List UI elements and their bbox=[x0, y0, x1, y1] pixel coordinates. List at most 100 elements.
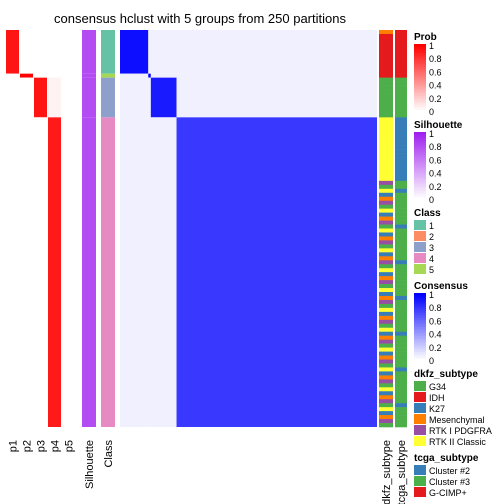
legend-swatch bbox=[414, 242, 426, 252]
prob-cell bbox=[34, 73, 47, 78]
legend-gradient-step bbox=[414, 327, 426, 330]
legend-gradient-step bbox=[414, 46, 426, 50]
dkfz-cell bbox=[379, 172, 393, 178]
legend-gradient-step bbox=[414, 136, 426, 140]
dkfz-cell bbox=[379, 228, 393, 233]
consensus-block bbox=[150, 30, 177, 74]
legend-swatch bbox=[414, 487, 426, 497]
dkfz-cell bbox=[379, 383, 393, 388]
dkfz-cell bbox=[379, 97, 393, 102]
legend-tick-label: 0.6 bbox=[429, 155, 442, 165]
legend-item-label: G34 bbox=[429, 382, 446, 392]
legend-gradient-step bbox=[414, 313, 426, 317]
legend-gradient-step bbox=[414, 338, 426, 342]
legend-gradient-step bbox=[414, 324, 426, 328]
dkfz-cell bbox=[379, 295, 393, 301]
consensus-block bbox=[176, 73, 377, 78]
legend-gradient-step bbox=[414, 84, 426, 88]
legend-gradient-step bbox=[414, 152, 426, 156]
dkfz-cell bbox=[379, 252, 393, 257]
legend-tick-label: 0.4 bbox=[429, 81, 442, 91]
tcga-cell bbox=[395, 307, 407, 313]
dkfz-cell bbox=[379, 129, 393, 134]
dkfz-cell bbox=[379, 69, 393, 74]
class-cell bbox=[101, 117, 115, 427]
tcga-cell bbox=[395, 65, 407, 70]
legend-gradient-step bbox=[414, 89, 426, 93]
legend-tick-label: 0.6 bbox=[429, 67, 442, 77]
tcga-cell bbox=[395, 347, 407, 352]
legend-gradient-step bbox=[414, 71, 426, 74]
dkfz-cell bbox=[379, 93, 393, 98]
prob-cell bbox=[62, 30, 75, 74]
dkfz-cell bbox=[379, 363, 393, 368]
tcga-cell bbox=[395, 212, 407, 217]
tcga-cell bbox=[395, 30, 407, 35]
dkfz-cell bbox=[379, 371, 393, 376]
dkfz-cell bbox=[379, 161, 393, 166]
consensus-block bbox=[150, 73, 177, 78]
legend-gradient-step bbox=[414, 50, 426, 54]
dkfz-cell bbox=[379, 288, 393, 293]
legend-swatch bbox=[414, 436, 426, 446]
dkfz-cell bbox=[379, 359, 393, 364]
dkfz-column-label: dkfz_subtype bbox=[381, 440, 393, 504]
legend-gradient-step bbox=[414, 349, 426, 353]
legend-gradient-step bbox=[414, 166, 426, 169]
legend-gradient-step bbox=[414, 62, 426, 65]
legend-gradient-step bbox=[414, 156, 426, 160]
dkfz-cell bbox=[379, 299, 393, 305]
dkfz-cell bbox=[379, 157, 393, 162]
legend-gradient-step bbox=[414, 159, 426, 162]
legend-tick-label: 0 bbox=[429, 195, 434, 205]
dkfz-cell bbox=[379, 232, 393, 237]
legend-title: dkfz_subtype bbox=[414, 369, 478, 380]
legend-gradient-step bbox=[414, 299, 426, 303]
legend-gradient-step bbox=[414, 195, 426, 199]
dkfz-cell bbox=[379, 208, 393, 213]
legend-tick-label: 1 bbox=[429, 290, 434, 300]
legend-title: Silhouette bbox=[414, 120, 463, 131]
tcga-cell bbox=[395, 53, 407, 59]
legend-gradient-step bbox=[414, 64, 426, 68]
legend-gradient-step bbox=[414, 175, 426, 178]
tcga-cell bbox=[395, 97, 407, 102]
dkfz-cell bbox=[379, 188, 393, 194]
legend-item-label: Cluster #3 bbox=[429, 477, 470, 487]
legend-item-label: Cluster #2 bbox=[429, 466, 470, 476]
legend-gradient-step bbox=[414, 105, 426, 108]
legend-gradient-step bbox=[414, 345, 426, 348]
dkfz-cell bbox=[379, 284, 393, 289]
tcga-cell bbox=[395, 295, 407, 301]
tcga-cell bbox=[395, 319, 407, 325]
consensus-block bbox=[150, 77, 177, 118]
legend-gradient-step bbox=[414, 293, 426, 296]
tcga-cell bbox=[395, 113, 407, 118]
tcga-cell bbox=[395, 188, 407, 194]
class-cell bbox=[101, 73, 115, 78]
legend-gradient-step bbox=[414, 193, 426, 196]
tcga-cell bbox=[395, 141, 407, 146]
tcga-cell bbox=[395, 391, 407, 396]
legend-gradient-step bbox=[414, 320, 426, 323]
tcga-cell bbox=[395, 57, 407, 63]
dkfz-cell bbox=[379, 57, 393, 63]
legend-tick-label: 0.2 bbox=[429, 94, 442, 104]
tcga-cell bbox=[395, 327, 407, 333]
dkfz-cell bbox=[379, 224, 393, 229]
consensus-block bbox=[150, 117, 177, 427]
dkfz-cell bbox=[379, 113, 393, 118]
prob-cell bbox=[6, 73, 19, 78]
tcga-cell bbox=[395, 276, 407, 281]
legend-gradient-step bbox=[414, 190, 426, 194]
tcga-cell bbox=[395, 371, 407, 376]
dkfz-cell bbox=[379, 37, 393, 43]
tcga-cell bbox=[395, 153, 407, 158]
legend-gradient-step bbox=[414, 354, 426, 357]
legend-gradient-step bbox=[414, 78, 426, 81]
legend-gradient-step bbox=[414, 315, 426, 319]
dkfz-cell bbox=[379, 339, 393, 344]
legend-gradient-step bbox=[414, 93, 426, 97]
legend-gradient-step bbox=[414, 340, 426, 344]
legend-gradient-step bbox=[414, 48, 426, 52]
